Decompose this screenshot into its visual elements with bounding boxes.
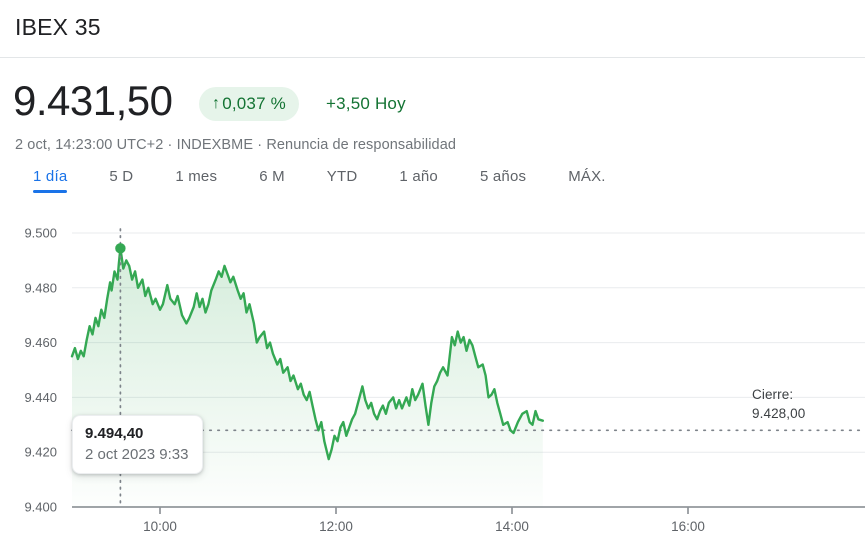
tab-5-anos[interactable]: 5 años <box>480 166 526 193</box>
svg-text:9.480: 9.480 <box>24 280 57 295</box>
svg-text:16:00: 16:00 <box>671 519 705 534</box>
chart-canvas[interactable]: 9.500 9.480 9.460 9.440 9.420 9.400 10:00 12:00… <box>0 205 865 560</box>
change-amount: +3,50 Hoy <box>326 94 406 113</box>
close-label-title: Cierre: <box>752 387 794 402</box>
tab-ytd[interactable]: YTD <box>327 166 358 193</box>
price-chart[interactable]: 9.500 9.480 9.460 9.440 9.420 9.400 10:00 12:00… <box>0 205 865 560</box>
tab-1-mes[interactable]: 1 mes <box>175 166 217 193</box>
range-tabs: 1 día 5 D 1 mes 6 M YTD 1 año 5 años MÁX… <box>33 166 606 193</box>
page-title: IBEX 35 <box>15 14 101 40</box>
svg-text:12:00: 12:00 <box>319 519 353 534</box>
svg-text:9.420: 9.420 <box>24 445 57 460</box>
tab-6-m[interactable]: 6 M <box>259 166 285 193</box>
quote-meta: 2 oct, 14:23:00 UTC+2 · INDEXBME · Renun… <box>15 137 456 153</box>
close-label-value: 9.428,00 <box>752 406 806 421</box>
svg-text:9.460: 9.460 <box>24 335 57 350</box>
svg-text:10:00: 10:00 <box>143 519 177 534</box>
tooltip-datetime: 2 oct 2023 9:33 <box>85 446 189 463</box>
tab-max[interactable]: MÁX. <box>568 166 605 193</box>
close-label: Cierre: 9.428,00 <box>752 385 805 423</box>
disclaimer-link[interactable]: Renuncia de responsabilidad <box>266 137 457 153</box>
svg-text:9.400: 9.400 <box>24 500 57 515</box>
svg-text:9.440: 9.440 <box>24 390 57 405</box>
tab-5-d[interactable]: 5 D <box>109 166 133 193</box>
up-arrow-icon: ↑ <box>212 95 221 112</box>
current-price: 9.431,50 <box>13 77 173 124</box>
svg-text:14:00: 14:00 <box>495 519 529 534</box>
quote-timestamp: 2 oct, 14:23:00 UTC+2 · INDEXBME · <box>15 137 267 153</box>
tooltip-price: 9.494,40 <box>85 425 144 442</box>
chart-tooltip: 9.494,40 2 oct 2023 9:33 <box>72 415 204 474</box>
header-divider <box>0 57 865 58</box>
tab-1-ano[interactable]: 1 año <box>399 166 438 193</box>
change-percent-badge: ↑ 0,037 % <box>199 87 299 121</box>
change-percent-value: 0,037 % <box>222 94 286 113</box>
tab-1-dia[interactable]: 1 día <box>33 166 68 193</box>
svg-text:9.500: 9.500 <box>24 226 57 241</box>
